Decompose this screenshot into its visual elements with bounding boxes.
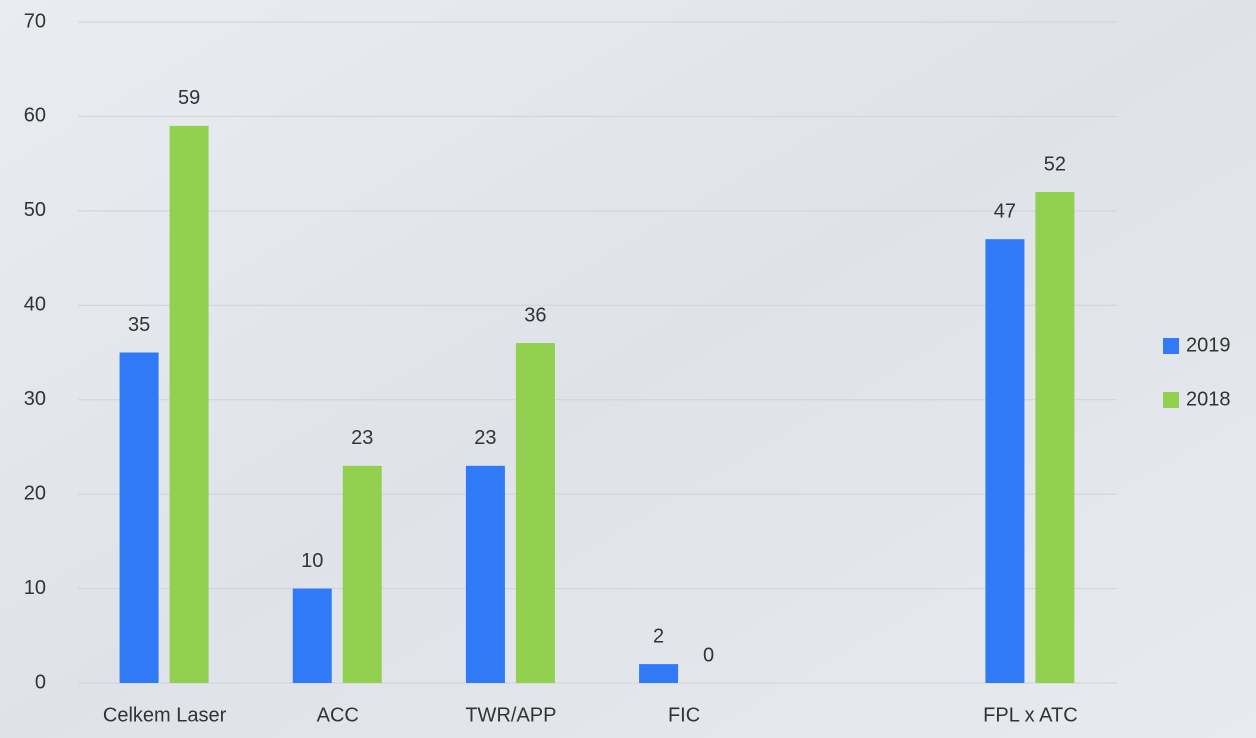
bar <box>343 466 382 683</box>
x-tick-label: FPL x ATC <box>983 704 1077 726</box>
bar <box>120 353 159 684</box>
bar <box>293 589 332 683</box>
data-label: 0 <box>703 644 714 666</box>
x-tick-label: FIC <box>668 704 700 726</box>
y-tick-label: 60 <box>24 105 46 127</box>
bar <box>1035 192 1074 683</box>
y-tick-label: 20 <box>24 482 46 504</box>
bar <box>639 664 678 683</box>
x-tick-label: Celkem Laser <box>103 704 227 726</box>
y-tick-label: 10 <box>24 577 46 599</box>
bar <box>466 466 505 683</box>
data-label: 47 <box>994 200 1016 222</box>
y-tick-label: 30 <box>24 388 46 410</box>
x-tick-label: ACC <box>317 704 359 726</box>
legend-swatch <box>1163 338 1179 354</box>
bar <box>170 126 209 683</box>
legend-swatch <box>1163 392 1179 408</box>
data-label: 10 <box>301 550 323 572</box>
data-label: 59 <box>178 87 200 109</box>
data-label: 23 <box>474 427 496 449</box>
x-tick-label: TWR/APP <box>465 704 556 726</box>
y-tick-label: 40 <box>24 294 46 316</box>
legend-label: 2018 <box>1186 388 1231 410</box>
chart: 010203040506070Celkem Laser3559ACC1023TW… <box>0 0 1256 738</box>
y-tick-label: 0 <box>35 671 46 693</box>
data-label: 36 <box>524 304 546 326</box>
data-label: 52 <box>1044 153 1066 175</box>
data-label: 35 <box>128 314 150 336</box>
y-tick-label: 70 <box>24 10 46 32</box>
legend-label: 2019 <box>1186 334 1231 356</box>
y-tick-label: 50 <box>24 199 46 221</box>
bar <box>516 343 555 683</box>
bar <box>985 239 1024 683</box>
data-label: 23 <box>351 427 373 449</box>
data-label: 2 <box>653 625 664 647</box>
